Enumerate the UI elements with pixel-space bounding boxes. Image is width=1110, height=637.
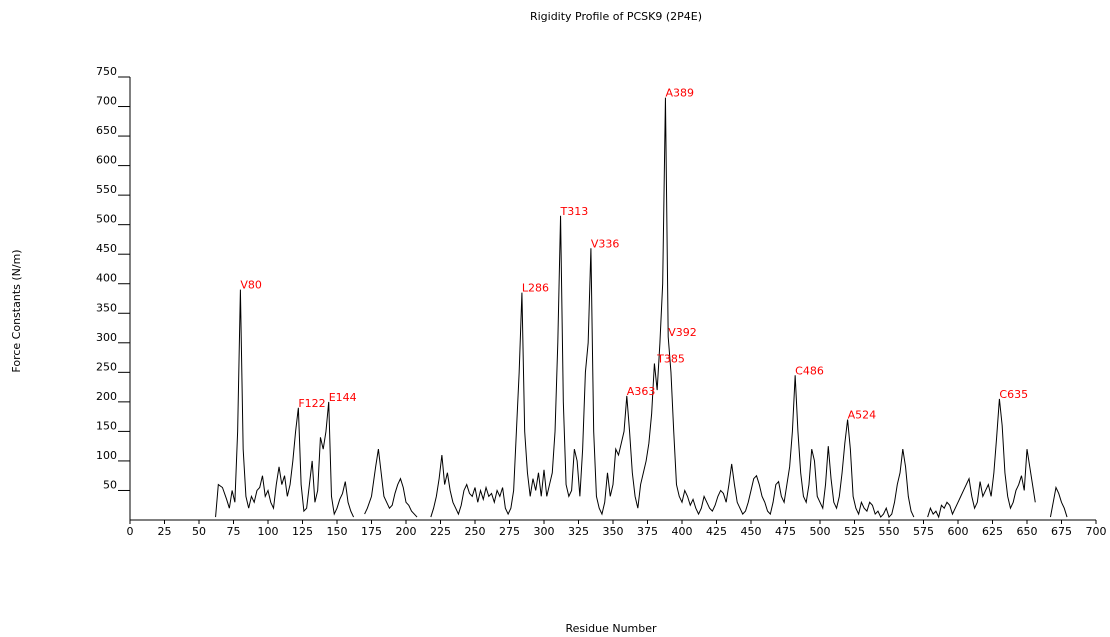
y-tick-label: 450 [96,242,117,255]
y-tick-label: 500 [96,213,117,226]
x-tick-label: 75 [227,525,241,538]
x-tick-label: 400 [672,525,693,538]
peak-label: F122 [298,397,325,410]
x-tick-label: 25 [158,525,172,538]
peak-label: E144 [329,391,357,404]
peak-label: A363 [627,385,656,398]
peak-label: A524 [848,409,877,422]
peak-label: T313 [560,205,589,218]
y-tick-label: 50 [103,478,117,491]
x-tick-label: 275 [499,525,520,538]
x-tick-label: 150 [327,525,348,538]
x-tick-label: 0 [127,525,134,538]
peak-label: V336 [591,237,620,250]
x-tick-label: 175 [361,525,382,538]
y-tick-label: 350 [96,301,117,314]
y-tick-label: 150 [96,419,117,432]
data-line [215,97,1068,519]
x-tick-label: 200 [396,525,417,538]
x-tick-label: 625 [982,525,1003,538]
x-tick-label: 325 [568,525,589,538]
y-tick-label: 250 [96,360,117,373]
peak-label: L286 [522,282,549,295]
x-tick-label: 50 [192,525,206,538]
x-tick-label: 575 [913,525,934,538]
peak-label: C486 [795,364,824,377]
y-axis-label: Force Constants (N/m) [10,249,23,372]
x-tick-label: 350 [603,525,624,538]
x-tick-label: 700 [1086,525,1107,538]
peak-label: V392 [668,326,697,339]
x-tick-label: 525 [844,525,865,538]
y-tick-label: 200 [96,390,117,403]
x-tick-label: 550 [879,525,900,538]
x-tick-label: 250 [465,525,486,538]
x-tick-label: 450 [741,525,762,538]
y-tick-label: 400 [96,272,117,285]
x-tick-label: 425 [706,525,727,538]
y-tick-label: 550 [96,183,117,196]
y-tick-label: 650 [96,124,117,137]
peak-label: V80 [240,279,262,292]
y-tick-label: 600 [96,154,117,167]
x-tick-label: 675 [1051,525,1072,538]
x-tick-label: 650 [1017,525,1038,538]
peak-label: C635 [999,388,1028,401]
x-tick-label: 375 [637,525,658,538]
y-tick-label: 750 [96,65,117,78]
y-tick-label: 300 [96,331,117,344]
x-tick-label: 125 [292,525,313,538]
x-tick-label: 225 [430,525,451,538]
y-tick-label: 700 [96,95,117,108]
x-tick-label: 475 [775,525,796,538]
x-axis-label: Residue Number [565,622,657,635]
chart-title: Rigidity Profile of PCSK9 (2P4E) [530,10,702,23]
y-tick-label: 100 [96,449,117,462]
x-tick-label: 500 [810,525,831,538]
x-tick-label: 100 [258,525,279,538]
peak-label: A389 [665,87,694,100]
x-tick-label: 600 [948,525,969,538]
x-tick-label: 300 [534,525,555,538]
peak-label: T385 [656,352,685,365]
